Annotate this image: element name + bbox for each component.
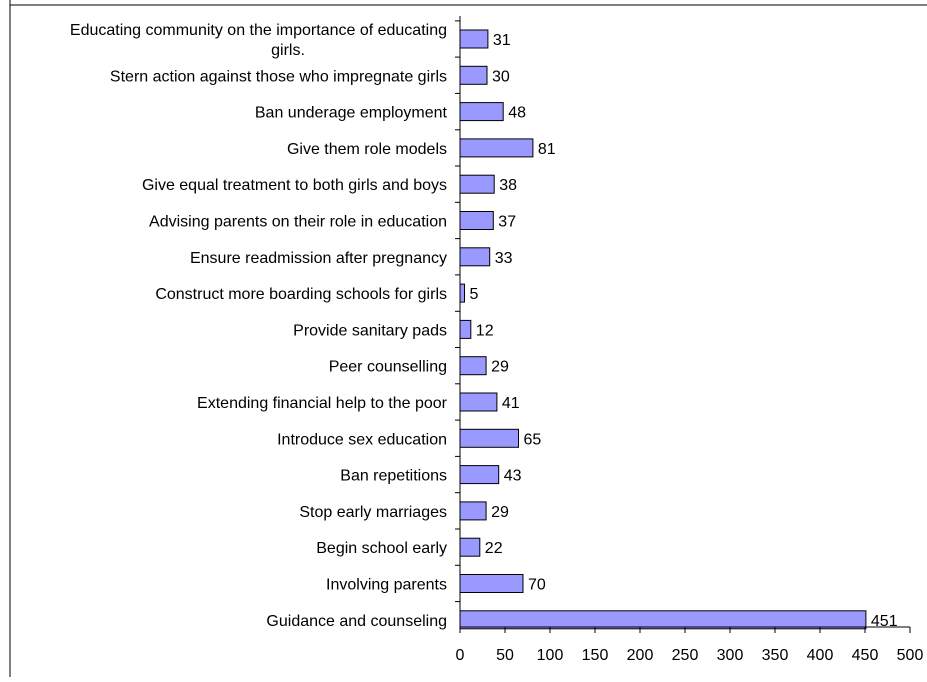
x-tick-label: 500 — [897, 647, 924, 664]
bar — [459, 102, 504, 122]
bar — [459, 465, 500, 485]
bar — [459, 319, 472, 339]
x-tick-label: 250 — [672, 647, 699, 664]
bar — [459, 138, 534, 158]
category-label: Ban repetitions — [340, 468, 447, 485]
bars-group — [459, 29, 867, 630]
bar — [459, 65, 488, 85]
value-label: 81 — [538, 141, 556, 158]
bar — [459, 174, 495, 194]
category-label: Peer counselling — [329, 359, 447, 376]
bar — [459, 356, 487, 376]
category-label: Educating community on the importance of… — [70, 22, 447, 59]
x-tick-label: 50 — [496, 647, 514, 664]
value-label: 29 — [491, 359, 509, 376]
x-tick-label: 150 — [582, 647, 609, 664]
value-labels-group: 31 30 48 81 38 37 33 5 12 29 41 65 43 29 22 70 451 — [470, 32, 898, 630]
x-tick-label: 400 — [807, 647, 834, 664]
category-label: Stern action against those who impregnat… — [110, 68, 447, 85]
value-label: 451 — [871, 613, 898, 630]
x-tick-label: 100 — [537, 647, 564, 664]
category-label: Extending financial help to the poor — [197, 395, 448, 412]
bar — [459, 29, 489, 49]
value-label: 48 — [508, 105, 526, 122]
x-tick-label: 200 — [627, 647, 654, 664]
value-label: 29 — [491, 504, 509, 521]
category-label: Involving parents — [326, 577, 447, 594]
category-label: Ensure readmission after pregnancy — [190, 250, 447, 267]
category-label: Give them role models — [287, 141, 447, 158]
category-label: Stop early marriages — [299, 504, 447, 521]
bar — [459, 211, 494, 230]
value-label: 65 — [524, 431, 542, 448]
value-label: 30 — [492, 68, 510, 85]
x-tick-label: 300 — [717, 647, 744, 664]
x-tick-label: 0 — [456, 647, 465, 664]
bar — [459, 283, 465, 303]
value-label: 38 — [499, 177, 517, 194]
category-label: Construct more boarding schools for girl… — [155, 286, 447, 303]
value-label: 33 — [495, 250, 513, 267]
value-label: 31 — [493, 32, 511, 49]
category-label: Begin school early — [316, 540, 447, 557]
bar — [459, 501, 487, 521]
category-label: Introduce sex education — [277, 431, 447, 448]
category-labels-group: Educating community on the importance of… — [70, 22, 448, 630]
value-label: 22 — [485, 540, 503, 557]
value-label: 70 — [528, 577, 546, 594]
value-label: 43 — [504, 468, 522, 485]
bar — [459, 574, 524, 593]
category-label: Ban underage employment — [255, 105, 448, 122]
value-label: 37 — [498, 214, 516, 231]
bar — [459, 428, 519, 448]
value-label: 12 — [476, 322, 494, 339]
value-label: 41 — [502, 395, 520, 412]
bar — [459, 537, 481, 557]
bar — [459, 610, 867, 630]
value-label: 5 — [470, 286, 479, 303]
category-label: Give equal treatment to both girls and b… — [142, 177, 447, 194]
bar — [459, 247, 491, 267]
x-tick-label: 450 — [852, 647, 879, 664]
x-tick-label: 350 — [762, 647, 789, 664]
category-label: Guidance and counseling — [266, 613, 447, 630]
axes-group: 0 50 100 150 200 250 300 350 400 450 500 — [455, 16, 923, 664]
bar — [459, 392, 498, 412]
category-label: Provide sanitary pads — [293, 322, 447, 339]
category-label: Advising parents on their role in educat… — [149, 214, 447, 231]
